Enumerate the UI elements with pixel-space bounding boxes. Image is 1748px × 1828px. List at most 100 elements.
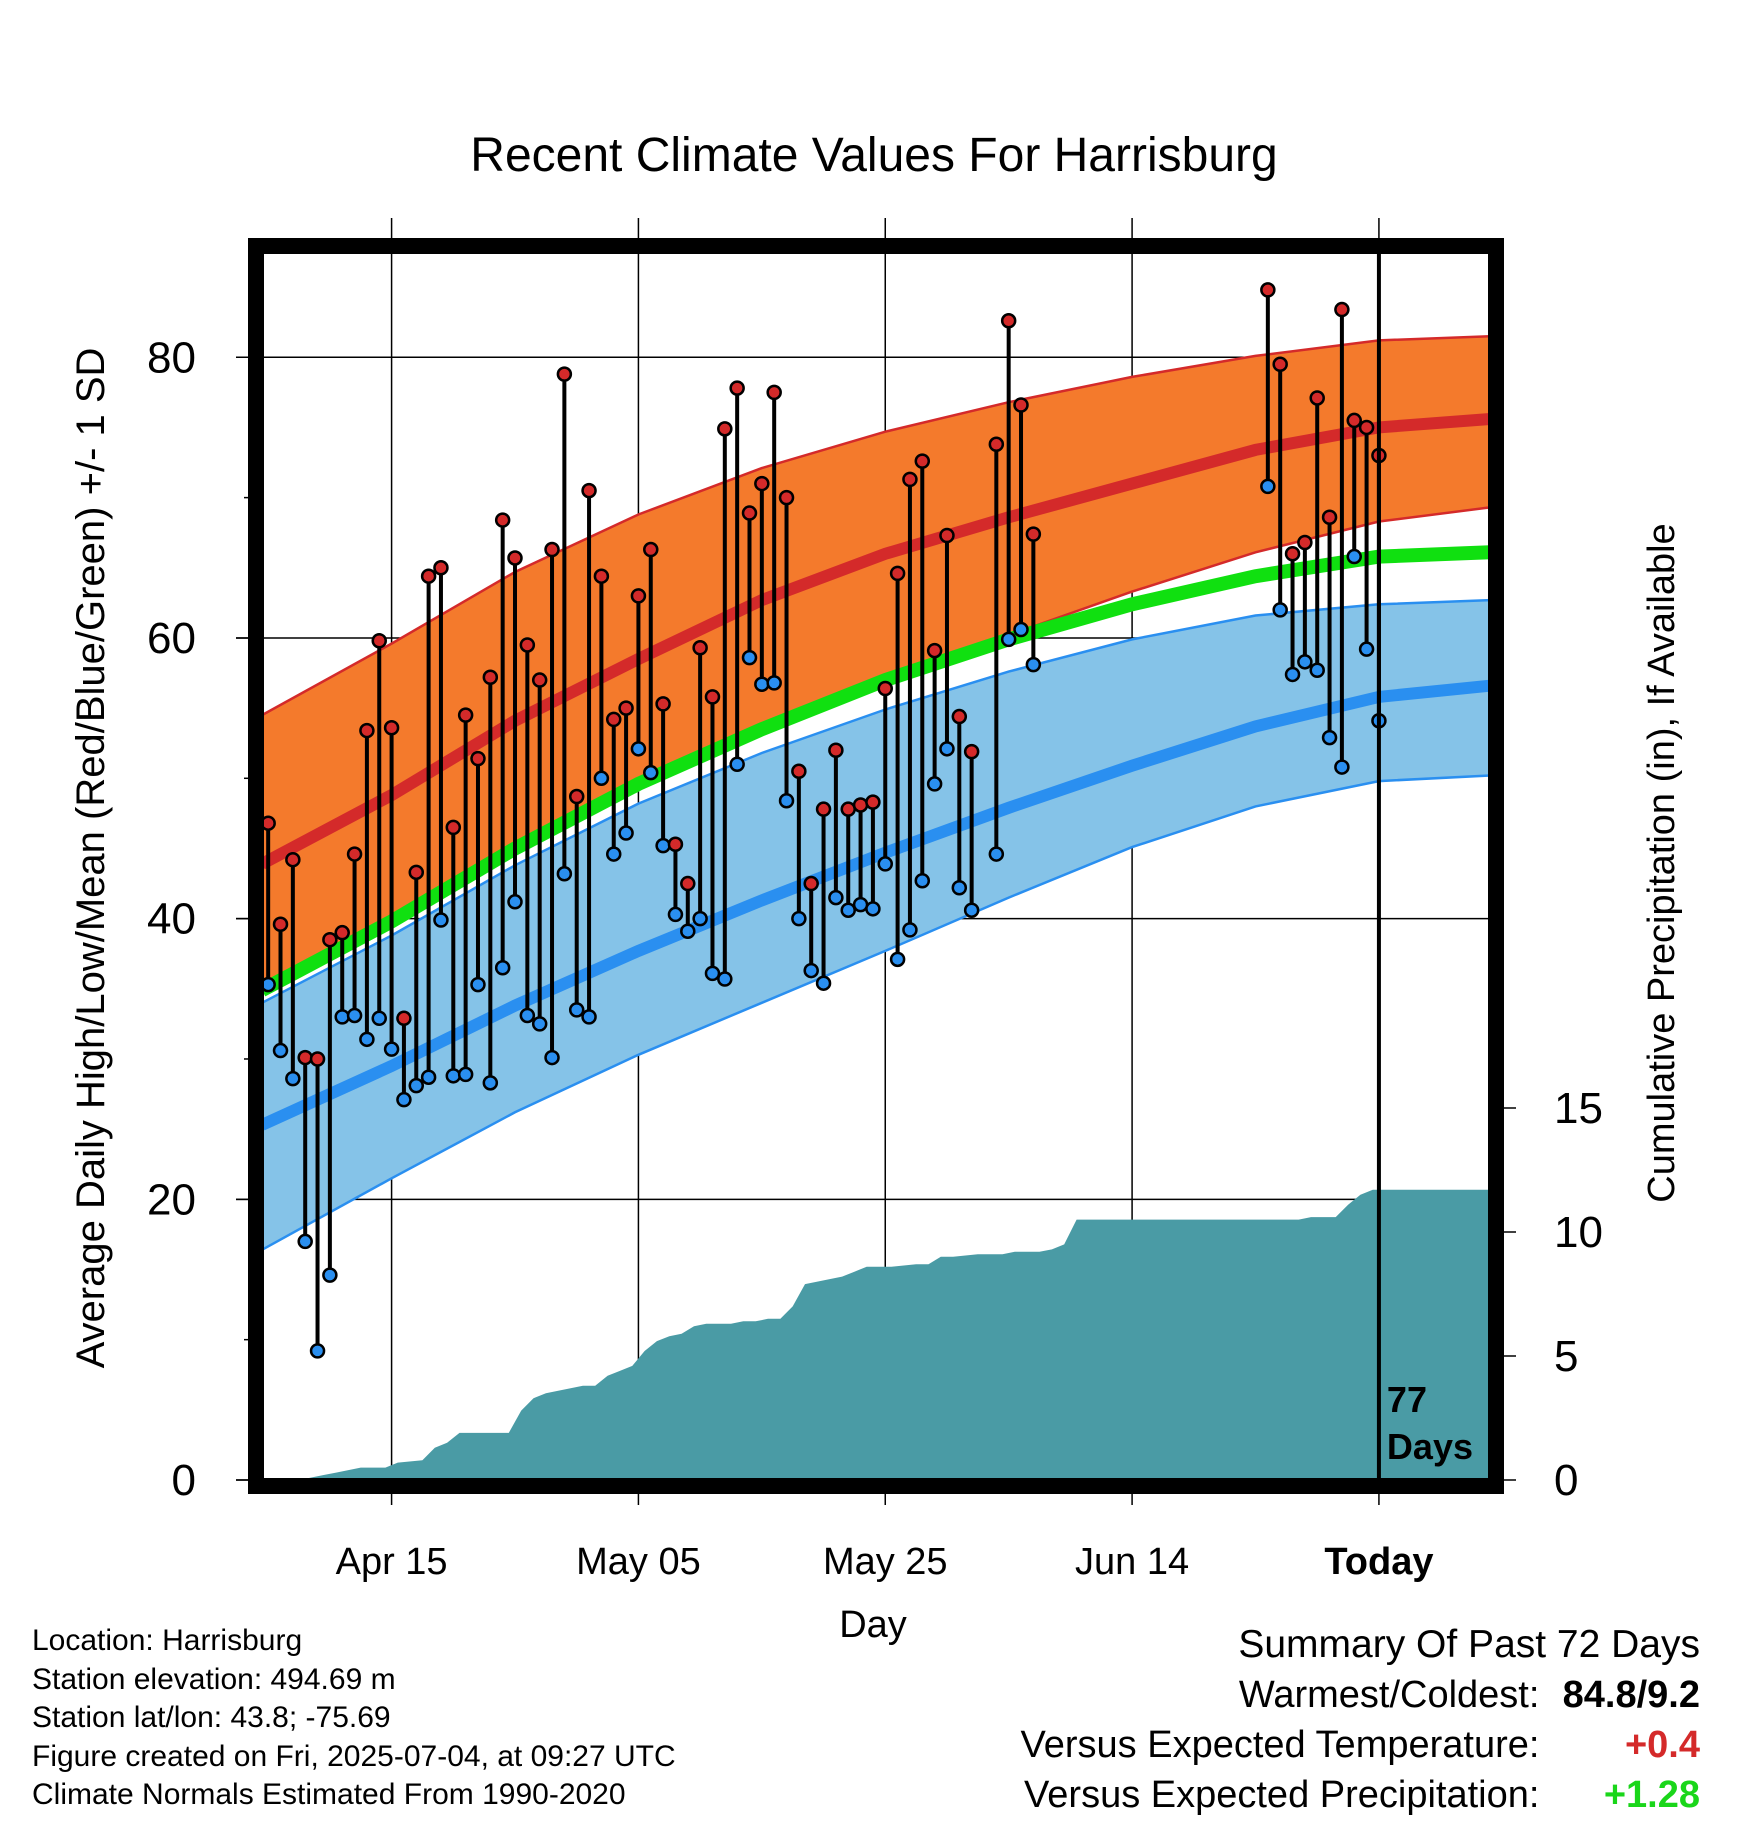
temp-label: Versus Expected Temperature: — [1020, 1724, 1540, 1766]
obs-low-point — [420, 1069, 437, 1085]
obs-high-point — [556, 366, 573, 382]
obs-high-point — [433, 560, 449, 576]
obs-low-point — [593, 770, 610, 787]
obs-high-point — [1297, 534, 1313, 551]
obs-high-point — [667, 836, 684, 853]
precip-area — [262, 1189, 1490, 1480]
obs-high-point — [988, 436, 1005, 453]
obs-low-point — [482, 1075, 499, 1091]
obs-low-point — [581, 1009, 597, 1025]
elevation-text: Station elevation: 494.69 m — [32, 1662, 396, 1696]
obs-low-point — [951, 880, 968, 896]
normals-text: Climate Normals Estimated From 1990-2020 — [32, 1778, 626, 1811]
obs-high-point — [396, 1010, 412, 1027]
low-sd-band — [262, 600, 1490, 1250]
obs-high-point — [729, 380, 745, 396]
obs-high-point — [531, 672, 548, 688]
obs-low-point — [914, 872, 931, 889]
obs-low-point — [1309, 662, 1325, 678]
obs-high-point — [643, 541, 659, 558]
obs-high-point — [778, 489, 795, 506]
summary-warmest-row: Warmest/Coldest: 84.8/9.2 — [1021, 1670, 1700, 1720]
obs-low-point — [630, 741, 647, 757]
obs-high-point — [655, 696, 671, 712]
obs-low-point — [766, 675, 782, 691]
obs-high-point — [470, 750, 486, 767]
obs-low-point — [729, 756, 745, 773]
obs-high-point — [346, 846, 363, 862]
y-axis-title: Average Daily High/Low/Mean (Red/Blue/Gr… — [69, 348, 113, 1369]
obs-high-point — [322, 931, 338, 948]
y-tick-label: 40 — [147, 895, 196, 944]
x-tick-label: Apr 15 — [336, 1541, 448, 1583]
summary-temp-row: Versus Expected Temperature: +0.4 — [1021, 1720, 1700, 1770]
high-upper-edge — [261, 334, 1491, 717]
normal-mean-line — [258, 545, 1491, 997]
obs-low-point — [408, 1077, 425, 1094]
obs-high-point — [568, 788, 585, 805]
obs-high-point — [766, 384, 782, 401]
obs-high-point — [1334, 301, 1350, 318]
obs-low-point — [383, 1041, 400, 1057]
station-info: Location: Harrisburg Station elevation: … — [32, 1622, 676, 1815]
obs-low-point — [741, 649, 758, 666]
obs-high-point — [1346, 412, 1362, 429]
obs-low-point — [1358, 641, 1375, 657]
obs-high-point — [914, 453, 931, 469]
obs-low-point — [346, 1007, 363, 1024]
obs-low-point — [692, 910, 708, 927]
obs-high-point — [1272, 356, 1288, 373]
obs-low-point — [544, 1049, 560, 1066]
y2-tick-label: 15 — [1554, 1084, 1603, 1133]
y2-tick-label: 5 — [1554, 1332, 1578, 1381]
obs-high-point — [1260, 282, 1276, 298]
summary-panel: Summary Of Past 72 Days Warmest/Coldest:… — [1021, 1620, 1700, 1820]
obs-high-point — [544, 541, 560, 558]
normal-bands — [258, 334, 1491, 1251]
obs-high-point — [852, 797, 869, 813]
obs-low-point — [1284, 666, 1301, 683]
obs-low-point — [643, 764, 659, 781]
temp-value: +0.4 — [1624, 1724, 1700, 1766]
x-tick-label: Jun 14 — [1075, 1541, 1189, 1583]
obs-low-point — [470, 976, 486, 993]
y-tick-label: 20 — [147, 1175, 196, 1224]
latlon-text: Station lat/lon: 43.8; -75.69 — [32, 1701, 391, 1734]
obs-high-point — [926, 642, 943, 659]
obs-low-point — [359, 1031, 375, 1048]
observations-group — [260, 282, 1387, 1359]
days-count-label: 77 — [1387, 1379, 1427, 1420]
obs-high-point — [704, 689, 721, 705]
obs-high-point — [445, 819, 462, 836]
obs-low-point — [704, 965, 721, 982]
obs-high-point — [630, 588, 647, 604]
plot-frame — [248, 238, 1504, 1494]
obs-high-point — [692, 640, 708, 656]
obs-low-point — [322, 1267, 338, 1283]
obs-low-point — [568, 1002, 585, 1018]
obs-low-point — [902, 922, 918, 938]
x-tick-label: Today — [1324, 1541, 1433, 1583]
obs-high-point — [420, 568, 437, 584]
obs-low-point — [334, 1009, 350, 1025]
y2-tick-label: 0 — [1554, 1456, 1578, 1505]
obs-low-point — [828, 889, 844, 906]
obs-high-point — [457, 707, 474, 723]
obs-low-point — [791, 910, 807, 927]
obs-high-point — [618, 700, 634, 716]
obs-low-point — [309, 1343, 326, 1359]
obs-high-point — [408, 864, 425, 881]
obs-high-point — [828, 742, 844, 758]
high-sd-band — [262, 336, 1490, 993]
obs-low-point — [655, 837, 671, 854]
obs-low-point — [445, 1068, 462, 1084]
chart-title: Recent Climate Values For Harrisburg — [470, 129, 1278, 182]
days-unit-label: Days — [1387, 1426, 1473, 1467]
obs-low-point — [285, 1070, 301, 1087]
obs-low-point — [1272, 602, 1288, 618]
obs-high-point — [741, 505, 758, 521]
y2-axis-title: Cumulative Precipitation (in), If Availa… — [1641, 523, 1683, 1202]
warmest-value: 84.8/9.2 — [1562, 1674, 1700, 1716]
obs-low-point — [926, 776, 943, 792]
obs-low-point — [1334, 759, 1350, 775]
